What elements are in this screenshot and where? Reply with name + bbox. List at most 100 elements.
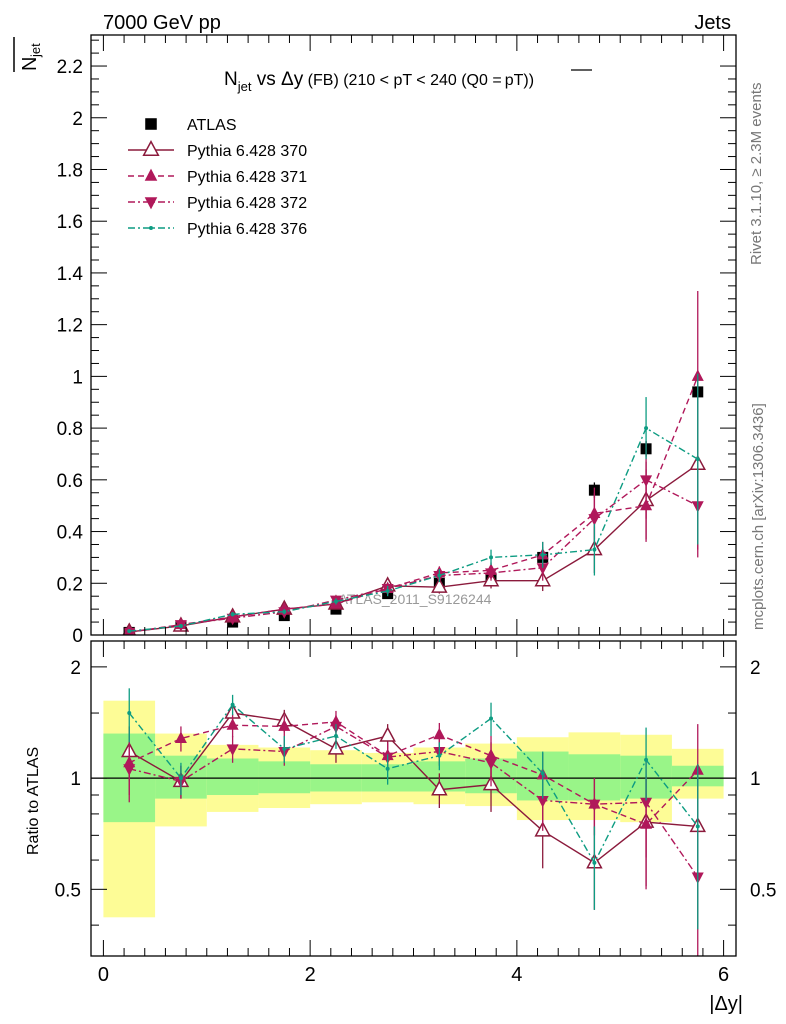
- y-tick-label: 0.2: [57, 574, 83, 595]
- data-point: [385, 589, 390, 594]
- main-ylabel-n: N: [19, 57, 41, 71]
- watermark: ATLAS_2011_S9126244: [339, 591, 492, 607]
- ratio-y-tick-label-right: 1: [750, 769, 761, 790]
- ratio-y-tick-label-right: 2: [750, 658, 761, 679]
- ratio-point: [226, 744, 239, 756]
- mcplots-label: mcplots.cern.ch [arXiv:1306.3436]: [750, 403, 767, 630]
- ratio-point: [230, 702, 235, 707]
- data-point: [695, 457, 700, 462]
- ratio-y-tick-label-right: 0.5: [750, 880, 776, 901]
- legend-item-1: Pythia 6.428 370: [128, 140, 307, 160]
- series-2: [124, 291, 704, 635]
- ratio-ylabel: Ratio to ATLAS: [25, 747, 42, 855]
- ratio-y-tick-label: 0.5: [55, 880, 81, 901]
- legend-item-0: ATLAS: [145, 117, 237, 134]
- legend-item-3: Pythia 6.428 372: [128, 195, 307, 212]
- ratio-series: [120, 688, 707, 956]
- data-point: [226, 613, 239, 626]
- series-line: [129, 479, 699, 634]
- data-point: [640, 475, 653, 487]
- ratio-point: [127, 711, 132, 716]
- ratio-point: [282, 746, 287, 751]
- y-tick-label: 1.8: [57, 160, 83, 181]
- legend-label: Pythia 6.428 371: [187, 169, 307, 186]
- ratio-point: [178, 776, 183, 781]
- ratio-point: [485, 758, 498, 770]
- y-tick-label: 1.4: [57, 264, 84, 285]
- y-tick-label: 2.2: [57, 57, 83, 78]
- ratio-point: [278, 719, 291, 731]
- y-tick-label: 0.8: [57, 419, 83, 440]
- legend-marker: [144, 197, 158, 210]
- rivet-label: Rivet 3.1.10, ≥ 2.3M events: [748, 83, 765, 266]
- legend-marker: [145, 118, 157, 130]
- data-point: [592, 547, 597, 552]
- y-tick-label: 1: [72, 367, 83, 388]
- ratio-point: [644, 757, 649, 762]
- main-title-text: Njet vs Δy (FB) (210 < pT < 240 (Q0 = pT)…: [224, 69, 534, 94]
- ratio-point: [540, 771, 545, 776]
- data-point: [127, 629, 132, 634]
- data-point: [178, 623, 183, 628]
- legend-label: Pythia 6.428 370: [187, 143, 307, 160]
- ratio-point: [588, 799, 601, 812]
- series-line: [129, 427, 699, 632]
- legend-marker: [144, 168, 158, 181]
- x-axis-label: |Δy|: [709, 993, 743, 1015]
- y-tick-label: 1.6: [57, 212, 83, 233]
- ratio-y-tick-label: 2: [70, 658, 81, 679]
- y-tick-label: 0: [72, 626, 83, 647]
- legend-label: ATLAS: [187, 117, 237, 134]
- band_1sigma-bin: [206, 758, 259, 796]
- legend-item-2: Pythia 6.428 371: [128, 168, 307, 186]
- ratio-bands: [103, 700, 724, 918]
- header-right: Jets: [694, 12, 731, 34]
- data-point: [644, 426, 649, 431]
- x-tick-label: 0: [98, 964, 109, 986]
- x-tick-label: 2: [305, 964, 316, 986]
- series-3: [123, 441, 704, 635]
- ratio-point: [640, 797, 653, 810]
- ratio-point: [536, 795, 549, 808]
- data-point: [485, 568, 498, 580]
- data-point: [431, 577, 448, 593]
- ratio-point: [433, 727, 446, 740]
- band_1sigma-bin: [258, 761, 311, 794]
- ratio-point: [333, 734, 338, 739]
- main-series: [122, 291, 707, 635]
- ratio-point: [437, 753, 442, 758]
- ratio-line: [128, 703, 699, 865]
- data-point: [333, 599, 338, 604]
- main-title: Njet vs Δy (FB) (210 < pT < 240 (Q0 = pT)…: [224, 69, 592, 94]
- data-point: [536, 563, 549, 575]
- data-point: [437, 573, 442, 578]
- ratio-point: [489, 716, 494, 721]
- ratio-point: [226, 718, 239, 730]
- legend-marker: [142, 140, 160, 156]
- axes: 0 0.2 0.4 0.6 0.8 1 1.2 1.4 1.6 1.8 2 2.2 0 2 4 6 0.5 0.5…: [55, 34, 776, 986]
- y-tick-label: 1.2: [57, 316, 83, 337]
- legend-label: Pythia 6.428 372: [187, 195, 307, 212]
- main-ylabel-sub: jet: [28, 43, 43, 58]
- legend-label: Pythia 6.428 376: [187, 221, 307, 238]
- data-point: [540, 552, 545, 557]
- ratio-point: [174, 731, 187, 743]
- legend: ATLAS Pythia 6.428 370 Pythia 6.428 371 Pyt…: [128, 117, 307, 238]
- ratio-point: [695, 824, 700, 829]
- ratio-point: [431, 780, 448, 796]
- ratio-point: [379, 726, 396, 742]
- ratio-point: [385, 766, 390, 771]
- x-tick-label: 4: [511, 964, 522, 986]
- legend-marker: [149, 226, 153, 230]
- data-point: [282, 609, 287, 614]
- ratio-y-tick-label: 1: [70, 769, 81, 790]
- y-tick-label: 2: [72, 109, 83, 130]
- header-left: 7000 GeV pp: [103, 12, 221, 34]
- ratio-point: [123, 764, 136, 776]
- x-tick-label: 6: [718, 964, 729, 986]
- series-4: [127, 373, 700, 634]
- series-line: [129, 376, 699, 633]
- ratio-series-3: [127, 688, 700, 930]
- y-tick-label: 0.6: [57, 471, 83, 492]
